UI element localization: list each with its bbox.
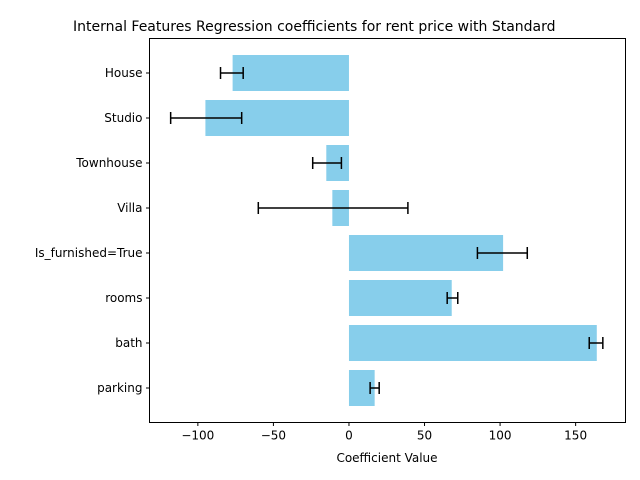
error-bar-townhouse — [311, 157, 343, 169]
y-tick-label: Studio — [104, 111, 142, 125]
y-tick-label: Is_furnished=True — [35, 246, 143, 260]
x-ticks-group: −100 −50 0 50 100 150 — [181, 422, 587, 443]
y-tick-label: Villa — [117, 201, 142, 215]
x-tick-label: −50 — [261, 429, 286, 443]
error-bar-studio — [169, 112, 243, 124]
plot-frame — [149, 38, 626, 423]
bar-bath — [348, 325, 597, 361]
x-tick-label: 50 — [417, 429, 432, 443]
chart-title: Internal Features Regression coefficient… — [73, 19, 556, 35]
y-tick-label: bath — [115, 336, 142, 350]
x-axis-label: Coefficient Value — [336, 451, 437, 465]
y-tick-label: Townhouse — [75, 156, 142, 170]
y-tick-label: parking — [97, 381, 142, 395]
error-bar-parking — [369, 382, 380, 394]
bars-group — [205, 55, 597, 406]
y-tick-label: House — [105, 66, 143, 80]
error-bar-bath — [588, 337, 604, 349]
error-bar-is-furnished-true — [476, 247, 529, 259]
error-bars-group — [169, 67, 604, 394]
y-ticks-group: House Studio Townhouse Villa Is_furnished=Tr… — [35, 66, 150, 395]
error-bar-villa — [257, 202, 409, 214]
bar-rooms — [348, 280, 452, 316]
bar-house — [232, 55, 349, 91]
x-tick-label: −100 — [181, 429, 214, 443]
x-tick-label: 150 — [564, 429, 587, 443]
x-tick-label: 100 — [489, 429, 512, 443]
x-tick-label: 0 — [345, 429, 353, 443]
error-bar-rooms — [446, 292, 459, 304]
y-tick-label: rooms — [105, 291, 142, 305]
error-bar-house — [219, 67, 244, 79]
